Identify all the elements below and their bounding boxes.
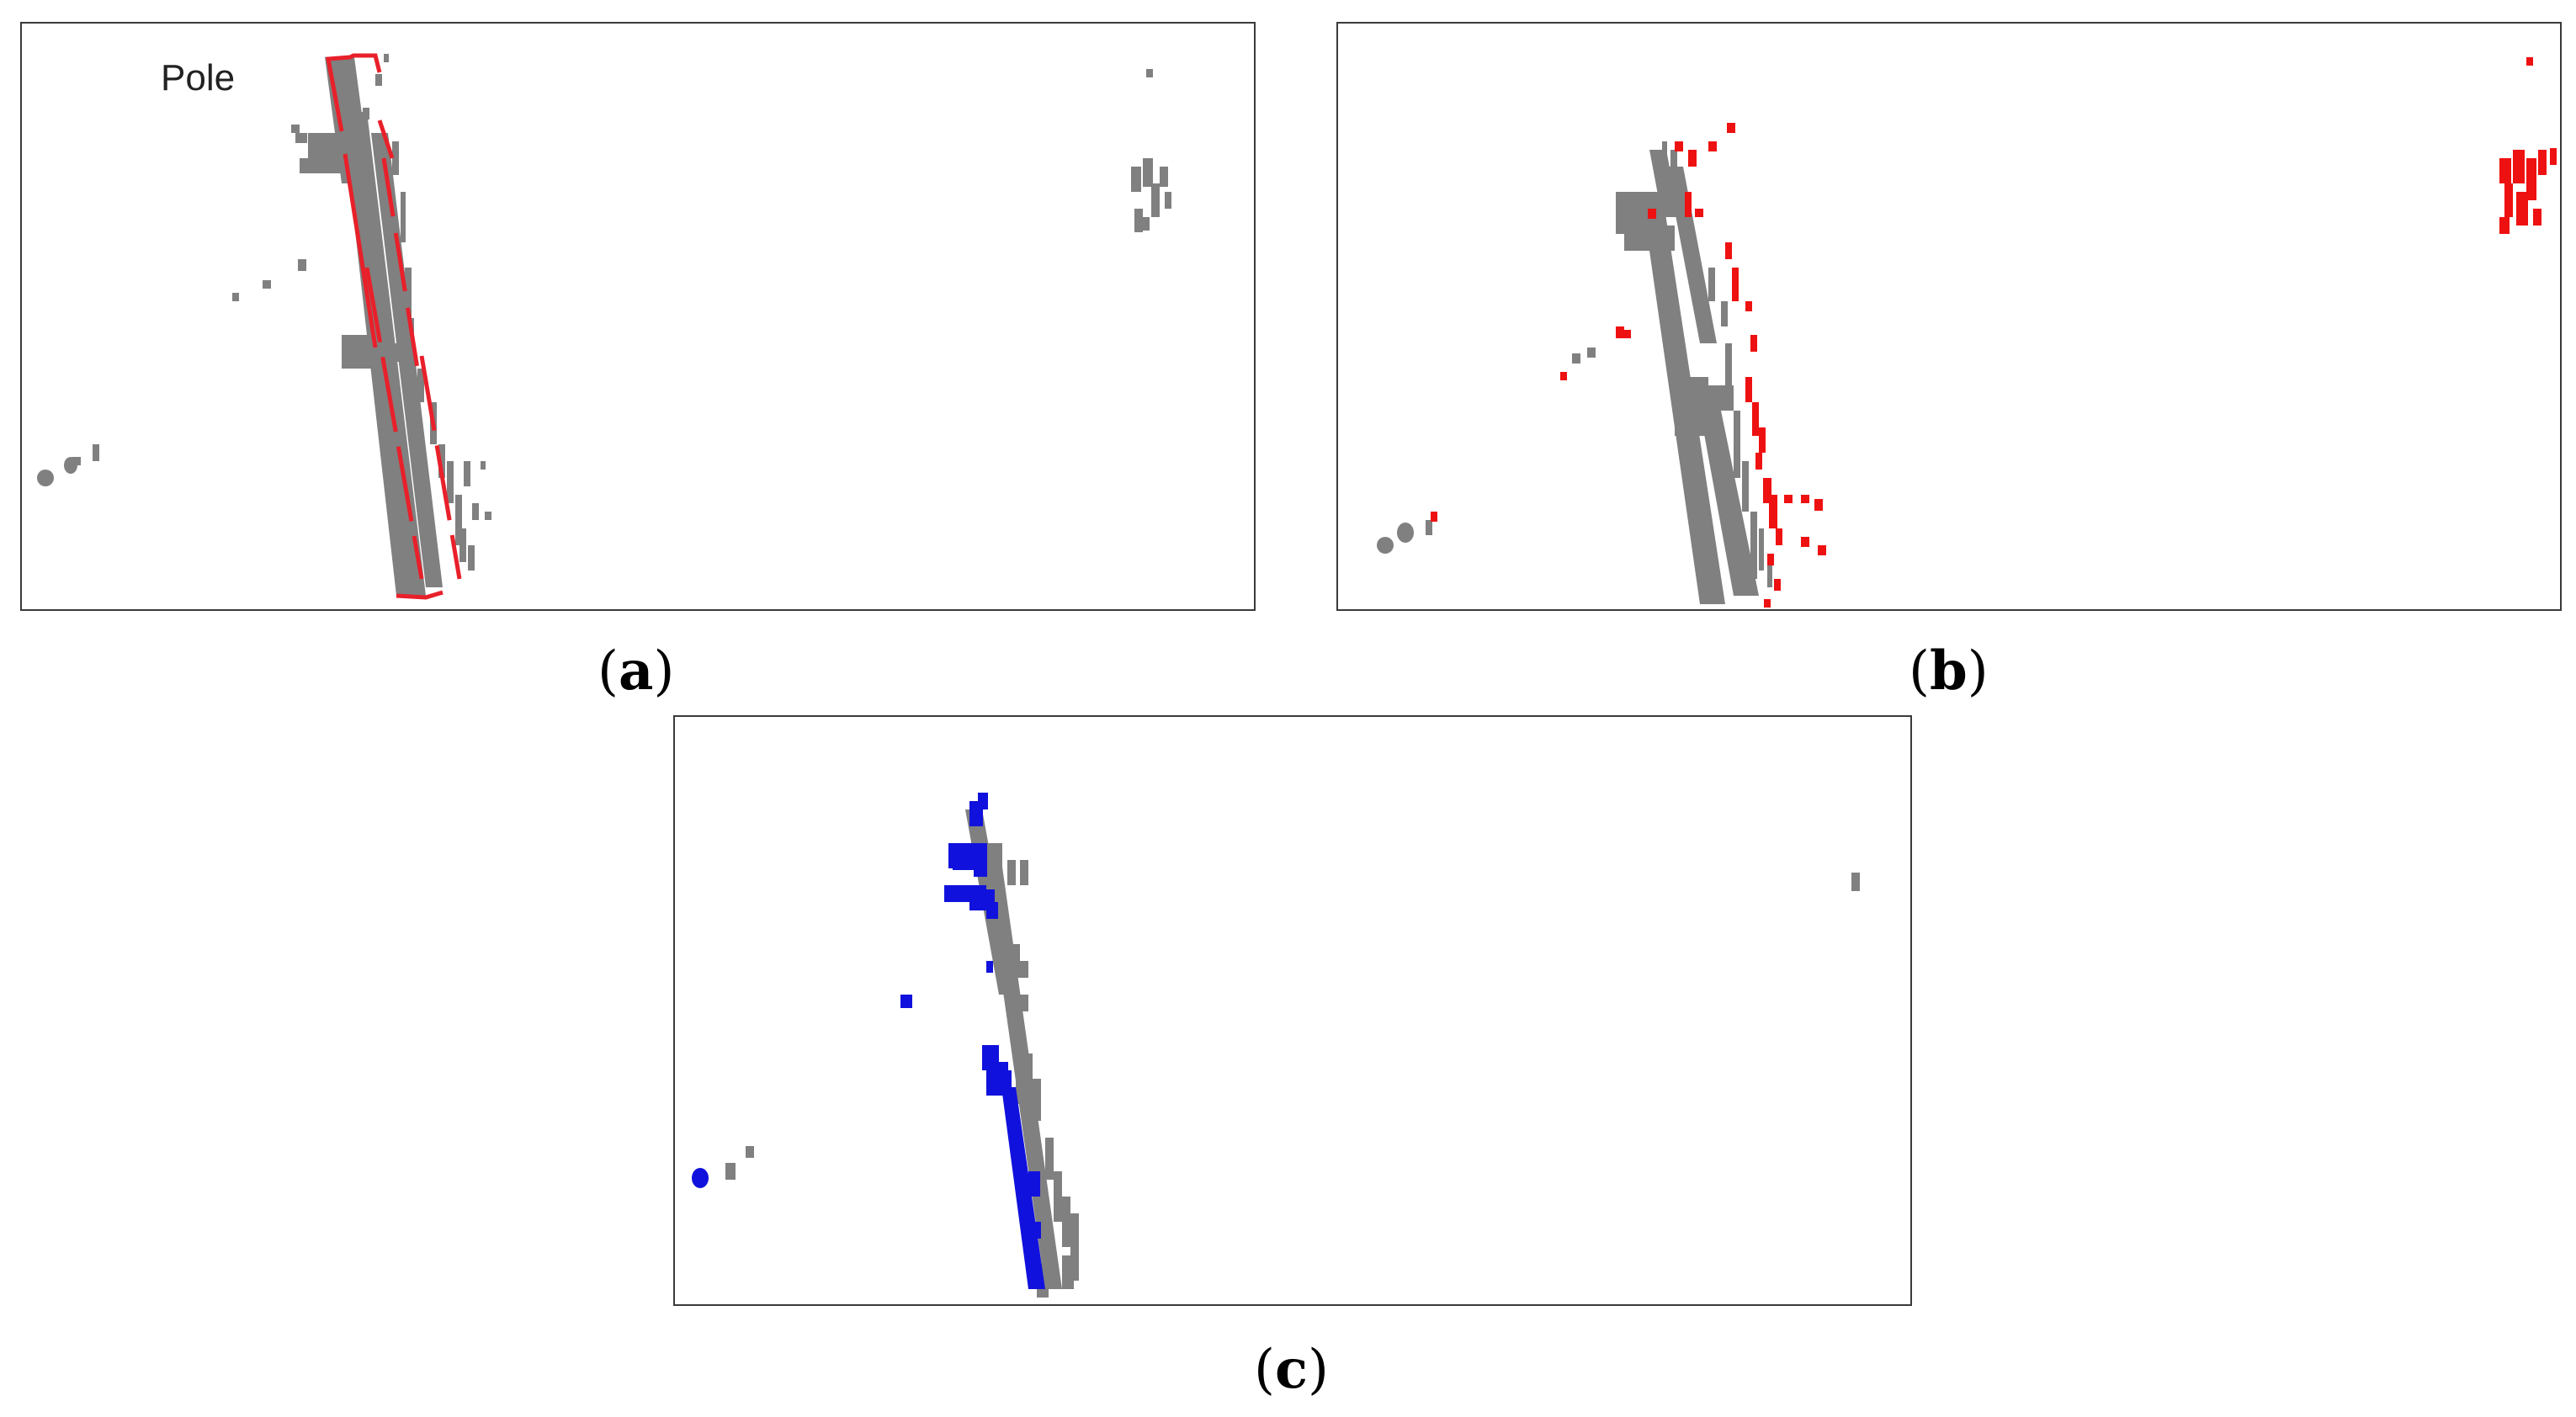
- panel-b: [1336, 22, 2562, 611]
- gray-points-b: [1377, 141, 1772, 604]
- pole-highlight-box: [326, 53, 462, 600]
- caption-c: (c): [1254, 1338, 1329, 1401]
- point-cloud-a: [37, 53, 1171, 600]
- blue-highlight-points: [692, 793, 1045, 1289]
- gray-points-a: [37, 54, 1171, 596]
- caption-b: (b): [1909, 640, 1989, 703]
- point-cloud-b: [1377, 57, 2557, 608]
- panel-c: [673, 715, 1912, 1306]
- panel-a: Pole: [20, 22, 1256, 611]
- pole-label: Pole: [161, 57, 236, 98]
- gray-points-c: [725, 809, 1860, 1298]
- caption-a: (a): [598, 640, 675, 703]
- point-cloud-c: [692, 793, 1860, 1298]
- red-highlight-points: [1431, 57, 2557, 608]
